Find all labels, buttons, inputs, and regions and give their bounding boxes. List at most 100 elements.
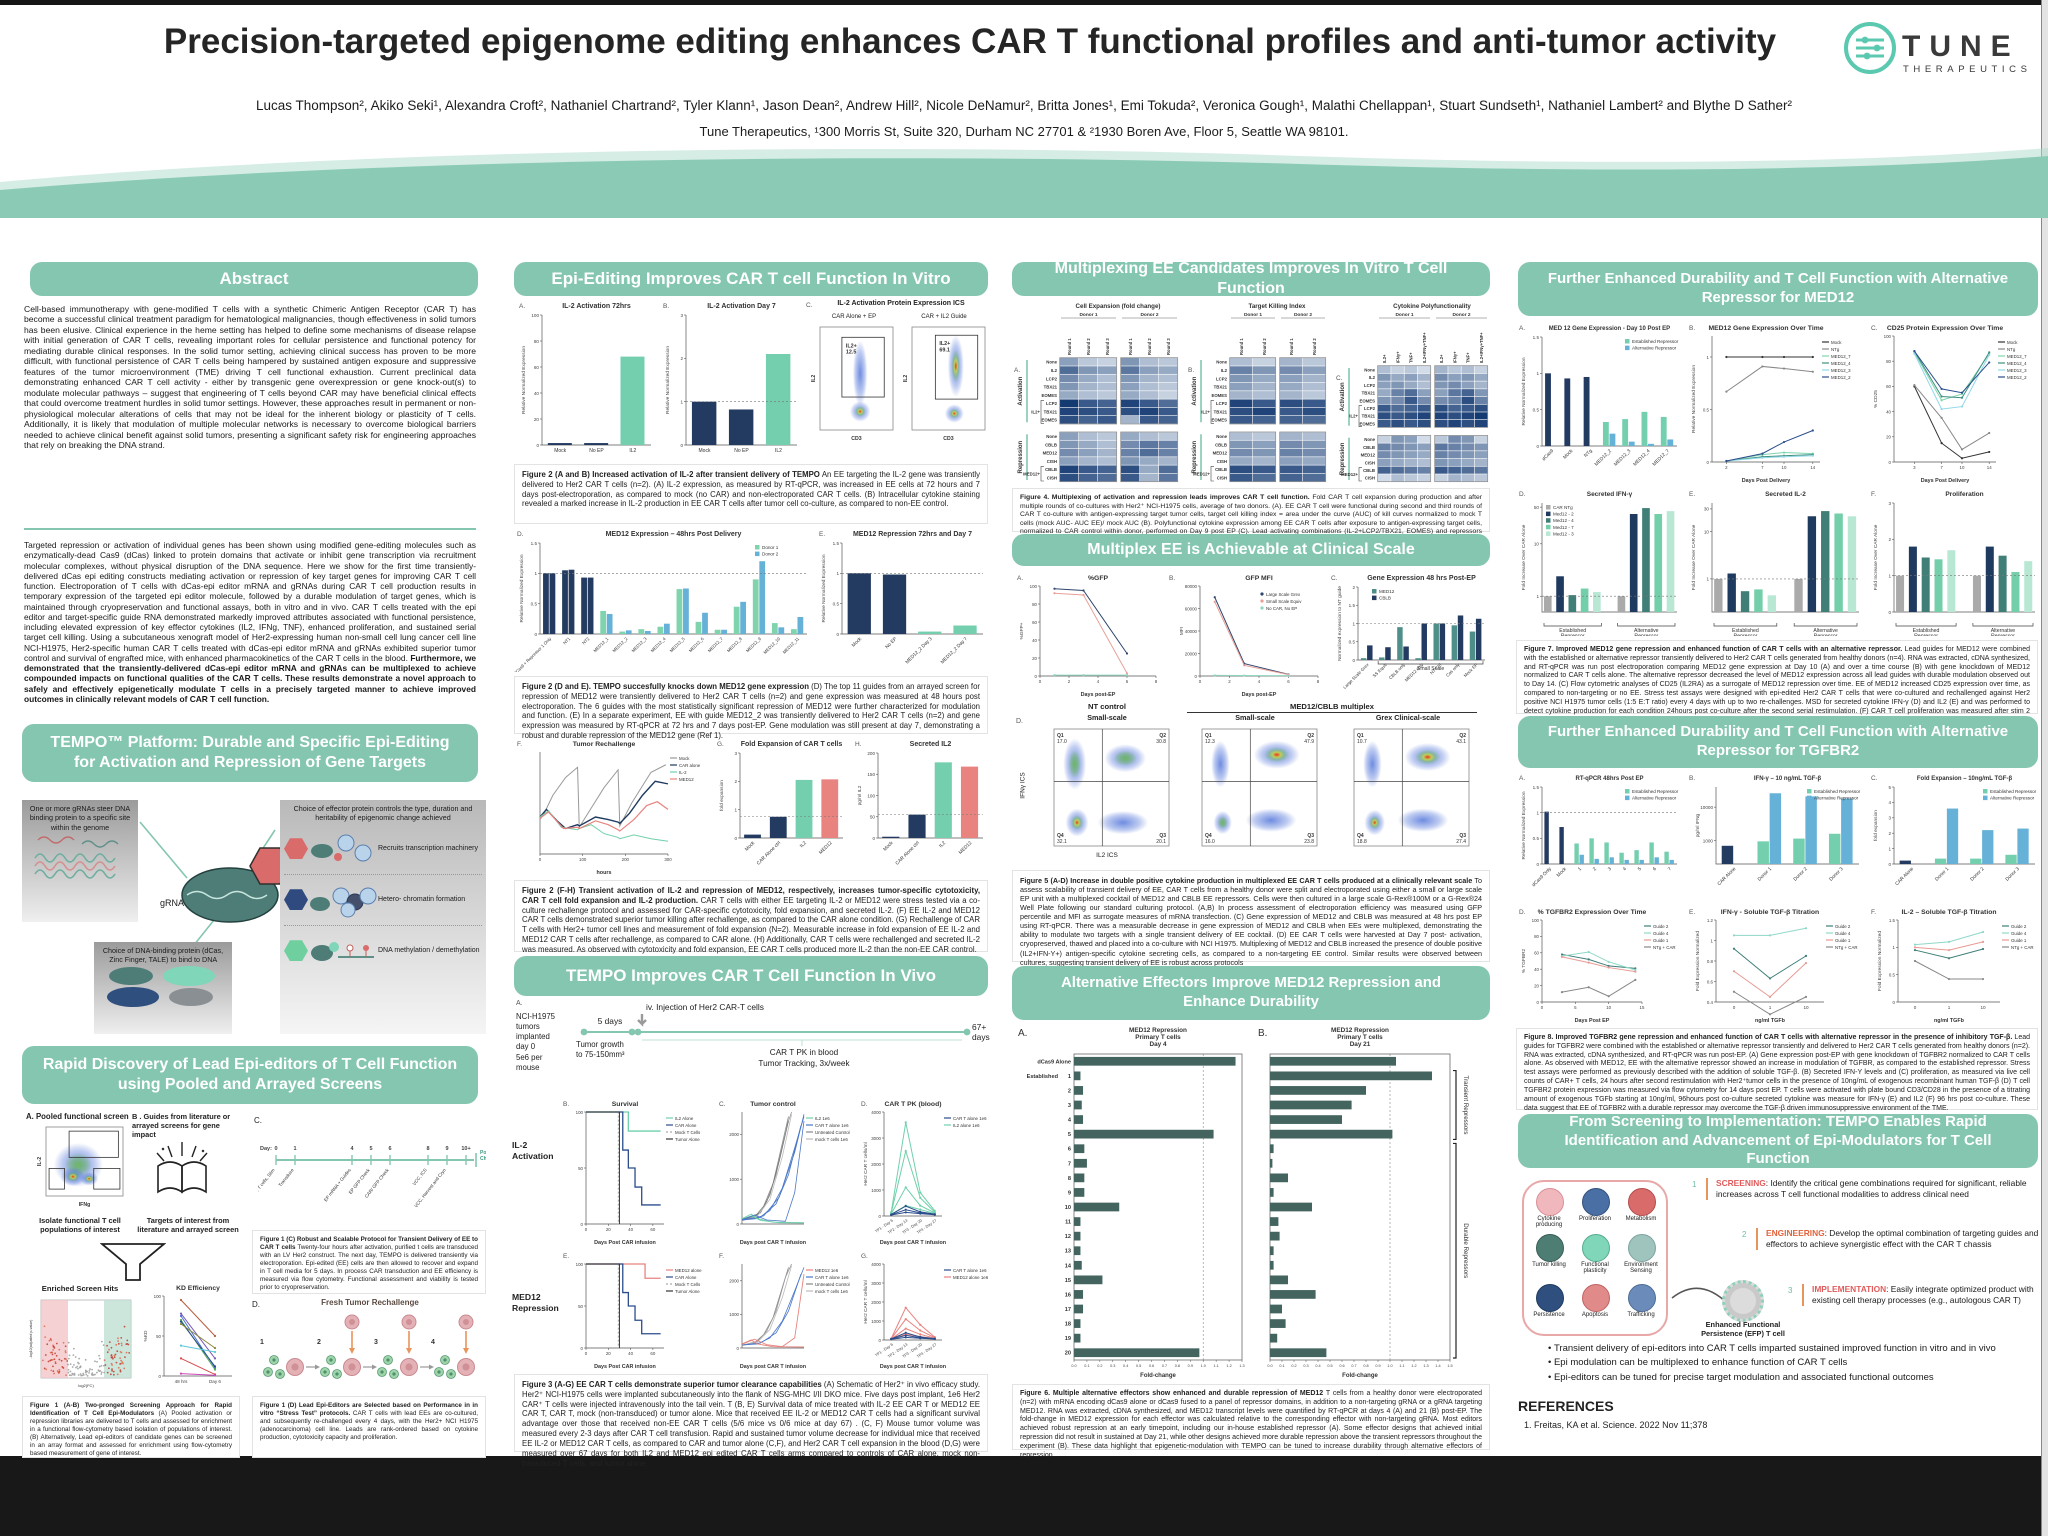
svg-text:D.: D.	[861, 1101, 868, 1108]
top-strip	[0, 0, 2048, 5]
svg-text:Day 6: Day 6	[209, 1379, 221, 1384]
svg-text:Day:: Day:	[260, 1146, 272, 1152]
svg-text:40: 40	[1886, 409, 1891, 414]
right-edge-strip	[2041, 0, 2048, 1536]
fig3-caption-bold: Figure 3 (A-G) EE CAR T cells demonstrat…	[522, 1380, 822, 1389]
svg-text:4: 4	[1258, 679, 1261, 684]
svg-text:A.: A.	[1017, 575, 1023, 582]
svg-text:1.0: 1.0	[1387, 1364, 1392, 1368]
svg-text:60: 60	[1032, 620, 1037, 625]
svg-text:Large Scale Grex: Large Scale Grex	[1266, 592, 1301, 597]
fig4a-cell-expansion-heatmap: Cell Expansion (fold change) A. Round 1 Rou…	[1012, 300, 1180, 484]
svg-text:20: 20	[1534, 983, 1539, 988]
fig3b-survival-il2-chart: Survival B. 0 50 100 0 20 40 60 Days Post CAR inf…	[560, 1098, 712, 1246]
fig1ab-caption-text: (A) Pooled activation or repression libr…	[30, 1409, 233, 1457]
svg-text:C.: C.	[1336, 375, 1343, 382]
svg-text:A.: A.	[1018, 1028, 1027, 1039]
svg-text:Activation: Activation	[1192, 376, 1198, 405]
svg-text:E.: E.	[819, 531, 825, 538]
svg-text:200: 200	[867, 751, 875, 756]
svg-text:Round 1: Round 1	[1289, 338, 1294, 355]
svg-text:0.5: 0.5	[1533, 407, 1540, 412]
fig3-caption-text: (A) Schematic of Her2⁺ in vivo efficacy …	[522, 1380, 980, 1468]
svg-text:MED12_7: MED12_7	[707, 636, 724, 653]
fig8d-tgfbr2-over-time-chart: % TGFBR2 Expression Over Time D. 0 20 40 60 80…	[1516, 906, 1682, 1024]
svg-text:CBLB: CBLB	[1215, 467, 1227, 472]
svg-text:mock T cells 1e6: mock T cells 1e6	[815, 1289, 848, 1294]
svg-text:LCP2: LCP2	[1216, 376, 1228, 381]
svg-text:Fold Increase Over CAR Alone: Fold Increase Over CAR Alone	[1873, 524, 1879, 590]
svg-text:100: 100	[867, 793, 875, 798]
fig3f-tumor-control-med12-chart: F. 0 1000 2000 Days post CAR T infusion MED12…	[716, 1250, 854, 1370]
svg-text:4: 4	[1622, 866, 1628, 872]
fig7-caption: Figure 7. Improved MED12 gene repression…	[1516, 640, 2038, 732]
svg-text:1: 1	[1352, 621, 1355, 626]
svg-text:None: None	[1216, 360, 1227, 365]
svg-text:48 hrs: 48 hrs	[175, 1379, 188, 1384]
svg-text:C.: C.	[1331, 575, 1338, 582]
fig8c-fold-expansion-tgfb-chart: Fold Expansion – 10ng/mL TGF-β C. 0 1 2 3 4 5 fo…	[1868, 772, 2040, 902]
svg-text:MED12_7: MED12_7	[1651, 448, 1671, 468]
svg-text:Post ThawCharacterization: Post ThawCharacterization	[480, 1150, 486, 1162]
svg-text:1: 1	[1707, 355, 1710, 360]
svg-text:MED12: MED12	[1213, 451, 1228, 456]
bullet-2: • Epi modulation can be multiplexed to e…	[1548, 1357, 1848, 1369]
section-screening-label: From Screening to Implementation: TEMPO …	[1564, 1112, 1992, 1168]
svg-text:MED12_1: MED12_1	[592, 636, 609, 653]
svg-text:50: 50	[578, 1166, 583, 1171]
section-invivo-label: TEMPO Improves CAR T Cell Function In Vi…	[566, 966, 936, 986]
fig7c-cd25-over-time-chart: CD25 Protein Expression Over Time C. 0 20 40…	[1868, 322, 2040, 484]
fig6-caption: Figure 6. Multiple alternative effectors…	[1012, 1384, 1490, 1459]
efp-label: Enhanced Functional Persistence (EFP) T …	[1701, 1320, 1785, 1338]
svg-text:0: 0	[159, 1374, 162, 1379]
svg-text:-log10(adjusted p-value): -log10(adjusted p-value)	[29, 1320, 33, 1359]
svg-text:MED12: MED12	[679, 777, 694, 782]
svg-text:MED12_9: MED12_9	[745, 636, 762, 653]
fig2d-med12-48hrs-chart: MED12 Expression – 48hrs Post Delivery D.…	[514, 528, 812, 672]
svg-text:CAR T PK (blood): CAR T PK (blood)	[884, 1101, 941, 1108]
svg-text:Alternative Repressor: Alternative Repressor	[1990, 796, 2035, 801]
svg-text:B.: B.	[1188, 367, 1194, 374]
cell-label-3: Metabolism	[1625, 1216, 1657, 1222]
svg-text:16: 16	[1065, 1292, 1071, 1298]
svg-text:MED12: MED12	[818, 840, 834, 856]
section-rapid-discovery-label: Rapid Discovery of Lead Epi-editors of T…	[42, 1056, 458, 1093]
svg-text:IL2: IL2	[938, 840, 947, 849]
cell-label-9: Trafficking	[1627, 1312, 1655, 1318]
environment-cell-icon	[1628, 1234, 1656, 1262]
svg-text:Gene Expression 48 hrs Post-EP: Gene Expression 48 hrs Post-EP	[1367, 575, 1476, 582]
svg-text:CISH: CISH	[1365, 476, 1375, 481]
svg-text:1: 1	[1577, 866, 1583, 872]
svg-text:TNF+: TNF+	[1409, 352, 1414, 363]
svg-text:MED12+: MED12+	[1193, 471, 1210, 476]
svg-text:TBX21: TBX21	[1044, 409, 1058, 414]
svg-text:0: 0	[1888, 610, 1891, 615]
svg-text:10000: 10000	[1700, 805, 1713, 810]
svg-text:100: 100	[1532, 918, 1540, 923]
step2-number: 2	[1742, 1230, 1747, 1239]
svg-text:2: 2	[1352, 585, 1355, 590]
svg-text:10: 10	[1065, 1205, 1071, 1211]
svg-text:CAR T alone 1e6: CAR T alone 1e6	[815, 1275, 849, 1280]
svg-text:Mock: Mock	[699, 448, 711, 454]
fig2fh-caption-bold: Figure 2 (F-H) Transient activation of I…	[522, 886, 980, 905]
svg-text:1.2: 1.2	[1226, 1364, 1231, 1368]
svg-text:Guide 4: Guide 4	[1835, 931, 1851, 936]
svg-text:0: 0	[1537, 1000, 1540, 1005]
svg-text:RT-qPCR 48hrs Post EP: RT-qPCR 48hrs Post EP	[1575, 776, 1643, 782]
svg-text:Cytokine Polyfunctionality: Cytokine Polyfunctionality	[1393, 303, 1471, 310]
svg-text:IL2+: IL2+	[1201, 409, 1210, 414]
svg-text:43.1: 43.1	[1456, 739, 1466, 745]
svg-text:Established Repressor: Established Repressor	[1632, 789, 1679, 794]
svg-text:MED12_6: MED12_6	[688, 636, 705, 653]
authors-line: Lucas Thompson², Akiko Seki¹, Alexandra …	[256, 98, 1792, 113]
tempo-dna-box: Choice of DNA-binding protein (dCas, Zin…	[94, 942, 232, 1034]
svg-text:30: 30	[1704, 507, 1710, 512]
svg-text:C.: C.	[1871, 325, 1878, 332]
svg-text:1.4: 1.4	[1435, 1364, 1440, 1368]
svg-text:CBLB only: CBLB only	[1388, 662, 1407, 681]
svg-text:Alternative Repressor: Alternative Repressor	[1632, 346, 1677, 351]
svg-text:0.5: 0.5	[1889, 972, 1896, 977]
svg-text:0.1: 0.1	[1084, 1364, 1089, 1368]
